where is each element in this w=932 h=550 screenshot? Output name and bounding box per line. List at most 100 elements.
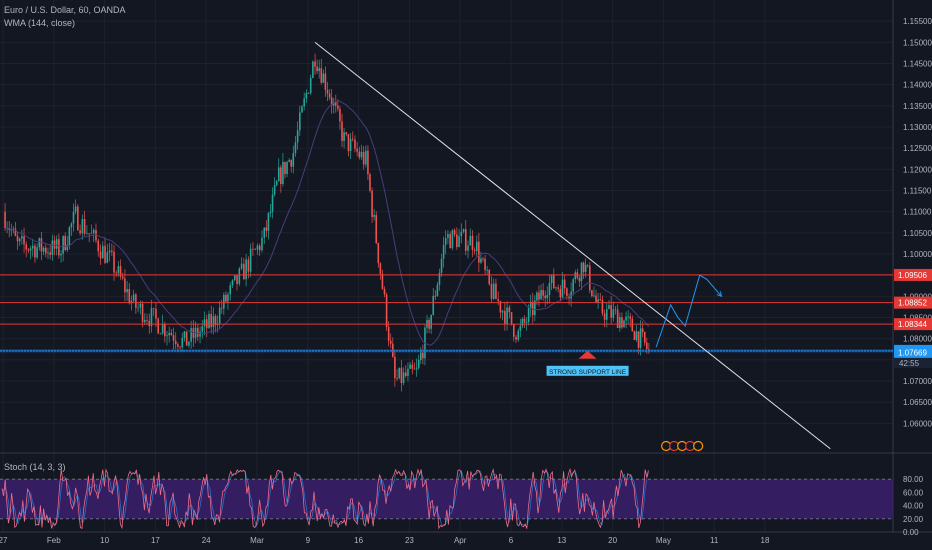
candle-body [536, 292, 538, 301]
candle-body [245, 259, 247, 280]
candle-body [201, 326, 204, 332]
candle-body [488, 269, 491, 285]
candle-body [538, 292, 540, 300]
candle-body [540, 290, 542, 300]
price-label-box [894, 346, 932, 359]
candle-body [273, 185, 276, 195]
price-label-box [894, 318, 932, 331]
wma-legend: WMA (144, close) [4, 18, 76, 28]
candle-body [394, 356, 396, 379]
x-tick-label: Feb [47, 536, 61, 545]
candle-body [137, 307, 139, 309]
candle-body [570, 291, 572, 299]
candle-body [290, 160, 293, 167]
candle-body [643, 331, 646, 343]
candle-body [58, 239, 60, 256]
candle-body [55, 239, 58, 249]
candle-body [345, 132, 348, 135]
candle-body [517, 330, 520, 340]
candle-body [263, 227, 266, 238]
candle-body [229, 285, 232, 295]
countdown-label: 42:55 [899, 359, 920, 368]
candle-body [409, 364, 411, 369]
candle-body [318, 68, 321, 72]
candle-body [27, 249, 30, 251]
candle-body [436, 284, 439, 297]
candle-body [88, 233, 90, 235]
candle-body [303, 98, 305, 107]
candle-body [343, 132, 345, 141]
candle-body [612, 309, 615, 318]
candle-body [31, 245, 34, 249]
candle-body [351, 138, 354, 140]
candle-body [542, 290, 544, 296]
candle-body [299, 112, 301, 131]
candle-body [148, 320, 151, 327]
forecast-arrowhead [716, 291, 723, 298]
candle-body [627, 316, 629, 318]
candle-body [387, 326, 390, 341]
candle-body [557, 287, 559, 289]
candle-body [108, 250, 111, 253]
candle-body [462, 229, 465, 232]
candle-body [422, 352, 424, 359]
candle-body [130, 300, 133, 304]
candle-body [53, 240, 56, 249]
candle-body [40, 238, 43, 252]
candle-body [637, 331, 640, 348]
candle-body [330, 97, 333, 106]
candle-body [320, 68, 323, 83]
candle-body [119, 266, 122, 277]
candle-body [236, 275, 238, 284]
candle-body [124, 278, 126, 293]
candle-body [544, 295, 547, 299]
candle-body [23, 236, 25, 245]
candle-body [456, 234, 458, 248]
stoch-tick-label: 0.00 [903, 528, 919, 537]
candle-body [504, 310, 506, 325]
candle-body [358, 151, 361, 158]
candle-body [258, 245, 261, 251]
candle-body [218, 307, 221, 324]
candle-body [396, 378, 398, 379]
candle-body [101, 245, 104, 259]
y-tick-label: 1.12500 [903, 144, 932, 153]
candle-body [70, 223, 73, 228]
candle-body [312, 61, 314, 78]
candle-body [566, 288, 568, 296]
forecast-path [655, 274, 722, 348]
candle-body [548, 282, 551, 296]
candle-body [152, 308, 155, 309]
candle-body [471, 235, 474, 250]
price-label: 1.09506 [898, 271, 927, 280]
candle-body [584, 264, 587, 273]
candle-body [181, 337, 184, 348]
y-tick-label: 1.15000 [903, 38, 932, 47]
candle-body [179, 346, 181, 348]
candle-body [495, 283, 497, 300]
candle-body [402, 372, 405, 383]
candle-body [135, 294, 137, 308]
candle-body [398, 367, 401, 379]
candle-body [210, 313, 213, 328]
candle-body [371, 190, 373, 217]
price-label: 1.08344 [898, 320, 927, 329]
y-tick-label: 1.07000 [903, 377, 932, 386]
stoch-tick-label: 20.00 [903, 515, 924, 524]
y-tick-label: 1.08000 [903, 335, 932, 344]
x-tick-label: Mar [250, 536, 264, 545]
annotation-box [546, 365, 629, 376]
candle-body [49, 252, 51, 255]
candle-body [521, 318, 524, 326]
candle-body [550, 274, 553, 283]
y-tick-label: 1.15500 [903, 17, 932, 26]
candle-body [464, 229, 467, 251]
candle-body [328, 93, 331, 98]
candle-body [578, 277, 581, 282]
candle-body [400, 367, 403, 383]
x-tick-label: Apr [454, 536, 467, 545]
candle-body [203, 319, 206, 327]
candle-body [534, 300, 536, 316]
candle-body [168, 332, 170, 336]
